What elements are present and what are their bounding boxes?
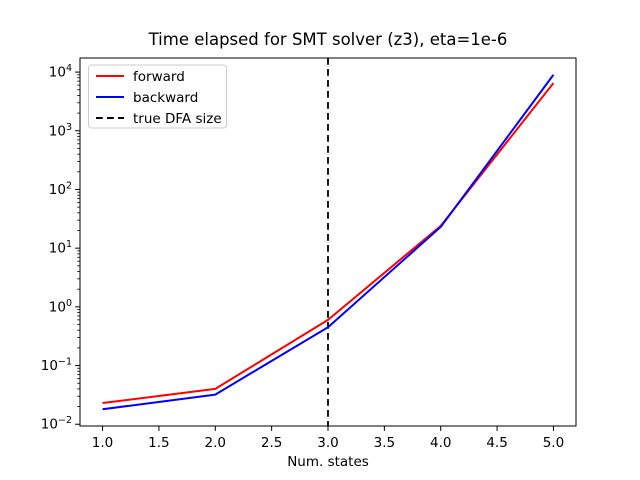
x-tick-label: 3.0: [317, 435, 338, 451]
legend-item-forward: forward: [96, 69, 185, 85]
forward-line: [102, 82, 555, 405]
legend-box: [88, 64, 227, 129]
backward-line: [102, 74, 555, 411]
x-axis-label: Num. states: [287, 454, 369, 470]
x-tick-label: 4.5: [486, 435, 507, 451]
x-tick-label: 2.0: [205, 435, 226, 451]
legend-label-backward: backward: [133, 90, 198, 106]
y-tick-label: 103: [49, 122, 72, 140]
legend-item-backward: backward: [96, 90, 198, 106]
x-tick-label: 1.0: [92, 435, 113, 451]
x-tick-label: 1.5: [148, 435, 169, 451]
x-tick-label: 4.0: [430, 435, 451, 451]
x-tick-label: 3.5: [374, 435, 395, 451]
y-tick-label: 10−1: [41, 357, 72, 375]
chart-title: Time elapsed for SMT solver (z3), eta=1e…: [148, 30, 508, 49]
y-tick-label: 100: [49, 298, 72, 316]
y-tick-label: 101: [49, 239, 72, 256]
x-tick-label: 5.0: [543, 435, 564, 451]
legend: forward backward true DFA size: [88, 64, 227, 129]
plot-frame: [79, 57, 577, 427]
y-tick-label: 10−2: [41, 415, 72, 433]
y-tick-label: 102: [49, 180, 72, 198]
legend-label-forward: forward: [133, 69, 185, 85]
plot-area: 1.0 1.5 2.0 2.5 3.0 3.5 4.0 4.5 5.0 10−2 10−1 100 10…: [41, 57, 577, 451]
x-tick-label: 2.5: [261, 435, 282, 451]
legend-item-true-dfa-size: true DFA size: [96, 111, 222, 127]
legend-label-true-dfa-size: true DFA size: [133, 111, 222, 127]
y-tick-label: 104: [49, 63, 72, 81]
